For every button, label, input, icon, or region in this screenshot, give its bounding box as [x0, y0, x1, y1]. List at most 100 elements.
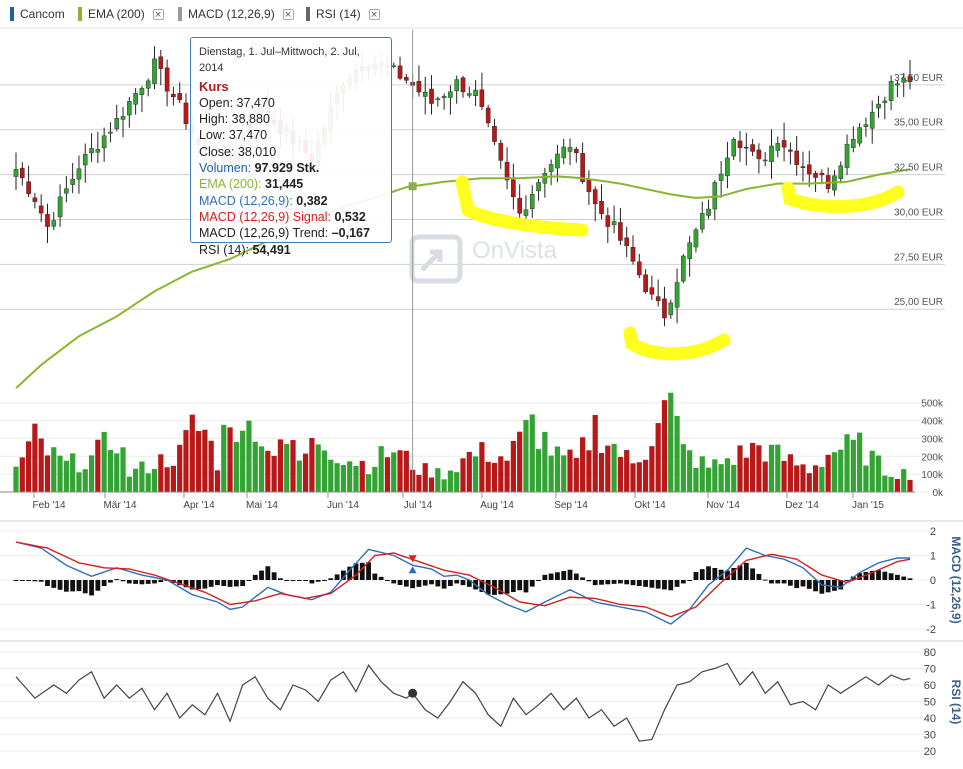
candle: [687, 236, 692, 277]
legend-close-icon[interactable]: ×: [282, 8, 294, 20]
macd-histogram-bar: [13, 580, 19, 581]
macd-histogram-bar: [813, 580, 818, 592]
legend-close-icon[interactable]: ×: [368, 8, 380, 20]
macd-histogram-bar: [687, 580, 693, 581]
candle: [592, 186, 598, 222]
volume-bar: [189, 414, 195, 492]
macd-signal-marker: [408, 555, 417, 563]
candle: [95, 131, 101, 163]
macd-histogram-bar: [278, 578, 283, 580]
candle: [517, 184, 522, 223]
candle: [775, 136, 781, 158]
volume-bar: [680, 444, 686, 492]
legend-label: MACD (12,26,9): [188, 7, 275, 21]
volume-bar: [158, 454, 164, 492]
volume-bar: [794, 465, 800, 492]
macd-histogram-bar: [108, 580, 113, 583]
volume-bar: [838, 449, 844, 492]
volume-bar: [126, 476, 132, 492]
volume-bar: [321, 450, 328, 492]
candle-body: [869, 111, 875, 129]
candle-body: [101, 135, 107, 149]
tooltip-open: Open: 37,470: [199, 95, 275, 110]
volume-bar: [372, 466, 378, 492]
macd-histogram-bar: [567, 569, 573, 580]
volume-bar: [195, 431, 202, 492]
volume-bar: [145, 473, 151, 492]
macd-histogram-bar: [599, 580, 604, 585]
candle-body: [152, 58, 157, 84]
legend-label: RSI (14): [316, 7, 361, 21]
candle: [750, 139, 755, 157]
volume-bar: [365, 474, 372, 492]
candle: [120, 107, 126, 138]
volume-bar: [882, 475, 888, 492]
legend-item[interactable]: Cancom: [10, 6, 65, 22]
legend-item[interactable]: RSI (14) ×: [306, 6, 380, 22]
macd-histogram-bar: [189, 580, 195, 590]
macd-histogram-bar: [366, 562, 371, 580]
volume-bar: [857, 432, 863, 492]
price-tick-label: 30,00 EUR: [894, 207, 943, 218]
candle: [699, 201, 705, 233]
macd-histogram-bar: [750, 568, 756, 580]
legend-item[interactable]: MACD (12,26,9) ×: [178, 6, 294, 22]
volume-tick-label: 100k: [921, 470, 944, 481]
macd-histogram-bar: [296, 580, 302, 581]
candle-body: [177, 93, 182, 101]
candle-body: [397, 65, 403, 79]
volume-bar: [649, 446, 655, 492]
rsi-line: [15, 662, 911, 742]
macd-histogram-bar: [202, 580, 208, 589]
candle-body: [851, 139, 856, 148]
candle: [781, 122, 787, 162]
yellow-highlights: [455, 175, 905, 361]
candle: [788, 142, 793, 165]
legend-item[interactable]: EMA (200) ×: [78, 6, 164, 22]
macd-histogram-bar: [561, 570, 567, 580]
macd-histogram-bar: [435, 580, 441, 587]
volume-bar: [271, 455, 277, 492]
candle: [800, 151, 806, 182]
candle: [712, 180, 718, 220]
candle-body: [448, 91, 453, 98]
macd-histogram-bar: [466, 580, 472, 587]
macd-histogram-bar: [196, 580, 201, 590]
candle: [693, 227, 699, 253]
candle-body: [744, 146, 749, 149]
macd-histogram-bar: [303, 580, 309, 581]
macd-histogram-bar: [876, 570, 881, 580]
candle-body: [473, 89, 478, 96]
volume-bar: [781, 460, 787, 492]
macd-histogram-bar: [649, 580, 655, 588]
macd-histogram-bar: [529, 580, 535, 587]
tooltip-close: Close: 38,010: [199, 144, 277, 159]
candle: [611, 205, 617, 234]
candle-body: [466, 93, 472, 96]
legend-close-icon[interactable]: ×: [152, 8, 164, 20]
rsi-tick-label: 40: [924, 713, 936, 725]
macd-histogram-bar: [215, 580, 220, 586]
macd-histogram-bar: [309, 580, 315, 584]
macd-histogram-bar: [636, 580, 642, 587]
macd-histogram-bar: [857, 573, 863, 580]
volume-bar: [674, 416, 680, 492]
candle-body: [429, 88, 434, 104]
candle: [133, 88, 138, 115]
macd-histogram-bar: [781, 580, 787, 584]
candle-body: [731, 139, 737, 157]
macd-histogram-bar: [762, 579, 768, 581]
volume-bar: [384, 457, 391, 492]
price-tick-label: 35,00 EUR: [894, 118, 943, 129]
volume-bar: [517, 431, 523, 492]
volume-bar: [705, 467, 712, 492]
macd-histogram-bar: [347, 566, 353, 580]
candle: [618, 207, 623, 245]
volume-bar: [586, 450, 592, 492]
macd-axis-title: MACD (12,26,9): [949, 536, 963, 623]
tooltip-high: High: 38,880: [199, 112, 270, 127]
candle: [863, 117, 869, 137]
volume-bar: [114, 453, 120, 492]
candle: [662, 286, 667, 327]
